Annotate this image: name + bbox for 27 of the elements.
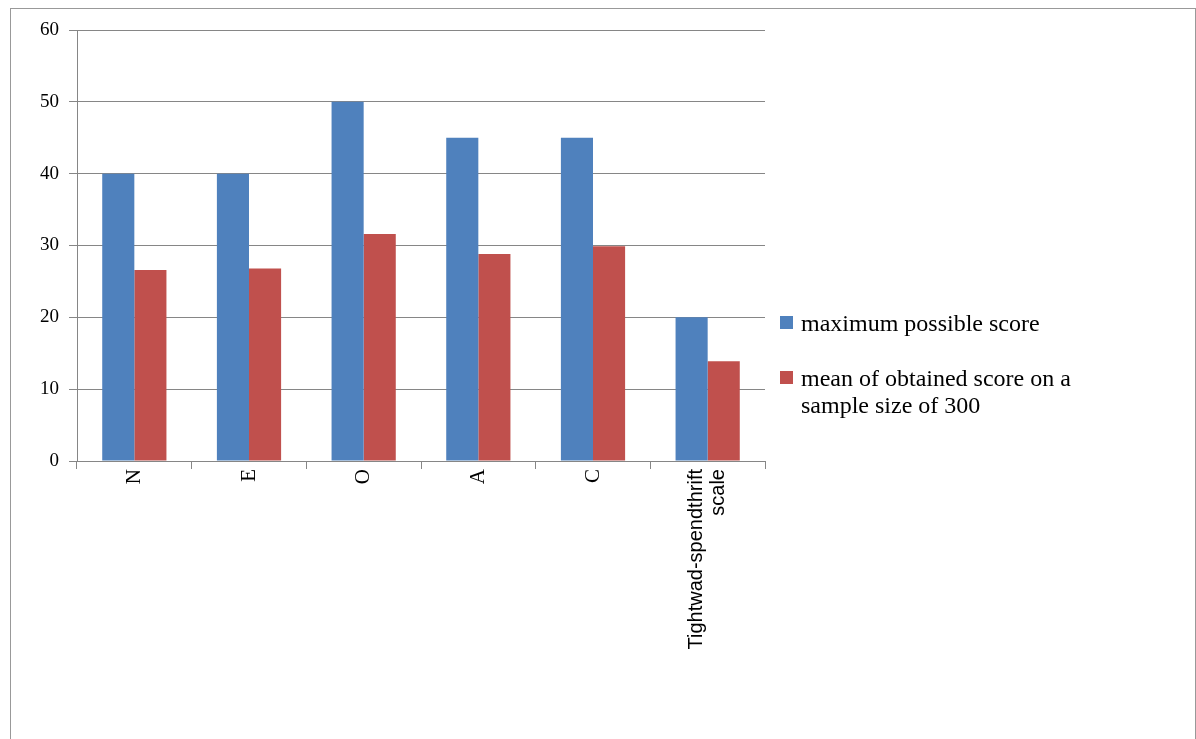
x-tick-label: A xyxy=(464,468,489,485)
legend-label: maximum possible score xyxy=(801,310,1040,337)
x-tick-label: E xyxy=(235,469,260,482)
bar xyxy=(446,137,479,461)
bar xyxy=(249,268,282,461)
legend-label: mean of obtained score on a sample size of 300 xyxy=(801,365,1072,419)
y-tick-label: 20 xyxy=(40,305,59,327)
bar xyxy=(102,173,135,461)
y-tick-label: 30 xyxy=(40,233,59,255)
bar xyxy=(707,361,740,461)
y-tick-label: 0 xyxy=(49,448,59,470)
bar xyxy=(478,254,511,461)
y-tick-label: 40 xyxy=(40,161,59,183)
y-tick-label: 50 xyxy=(40,89,59,111)
bar xyxy=(363,234,396,461)
bar xyxy=(134,269,167,461)
x-tick-label: C xyxy=(579,469,604,484)
bar xyxy=(560,137,593,461)
x-tick-label: N xyxy=(120,469,145,485)
x-tick-label: Tightwad-spendthrift scale xyxy=(684,468,729,650)
bar xyxy=(593,246,626,461)
bar xyxy=(216,173,249,461)
y-tick-label: 60 xyxy=(40,17,59,39)
bar xyxy=(675,317,708,461)
bar xyxy=(331,101,364,461)
x-tick-label: O xyxy=(350,469,375,485)
y-tick-label: 10 xyxy=(40,377,59,399)
